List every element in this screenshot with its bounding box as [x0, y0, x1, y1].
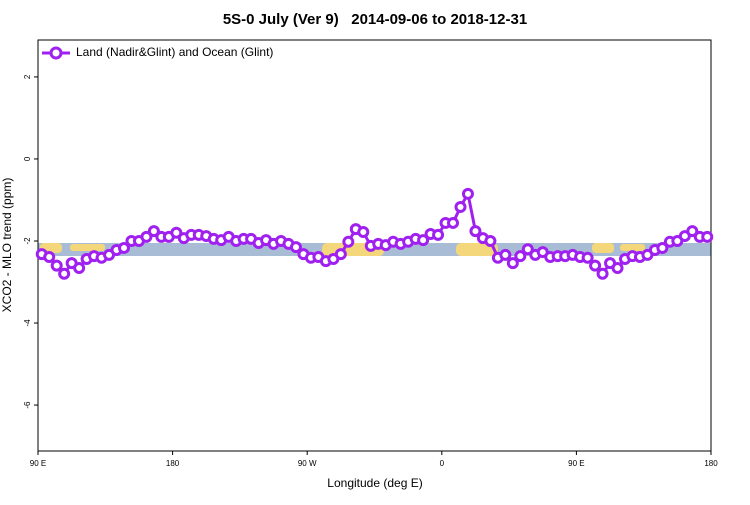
x-tick-label: 90 W [298, 459, 317, 468]
data-point [596, 267, 609, 280]
data-point [521, 243, 534, 256]
x-tick-label: 180 [704, 459, 718, 468]
data-point [589, 259, 602, 272]
data-point [686, 225, 699, 238]
legend-label: Land (Nadir&Glint) and Ocean (Glint) [76, 45, 273, 59]
y-axis-title: XCO2 - MLO trend (ppm) [0, 178, 14, 313]
data-point [447, 216, 460, 229]
chart-title: 5S-0 July (Ver 9) 2014-09-06 to 2018-12-… [223, 11, 527, 28]
y-tick-label: -4 [23, 319, 32, 327]
y-tick-label: -2 [23, 237, 32, 245]
data-point [484, 234, 497, 247]
data-point [656, 241, 669, 254]
data-point [50, 259, 63, 272]
y-tick-label: 2 [23, 74, 32, 79]
y-tick-label: -6 [23, 401, 32, 409]
data-point [514, 250, 527, 263]
data-point [117, 241, 130, 254]
data-point [170, 226, 183, 239]
legend: Land (Nadir&Glint) and Ocean (Glint) [42, 45, 273, 60]
x-tick-label: 90 E [30, 459, 46, 468]
data-point [499, 248, 512, 261]
data-point [73, 262, 86, 275]
data-point [43, 250, 56, 263]
data-point [289, 241, 302, 254]
data-point [611, 262, 624, 275]
data-point [342, 235, 355, 248]
data-point [461, 187, 474, 200]
data-point [506, 257, 519, 270]
x-tick-label: 180 [166, 459, 180, 468]
data-point [432, 228, 445, 241]
data-point [357, 225, 370, 238]
x-axis-title: Longitude (deg E) [327, 476, 422, 490]
data-point [417, 234, 430, 247]
data-point [581, 251, 594, 264]
legend-marker [49, 46, 63, 60]
data-point [469, 225, 482, 238]
data-point [140, 230, 153, 243]
data-point [454, 200, 467, 213]
x-tick-label: 0 [440, 459, 445, 468]
data-point [701, 230, 714, 243]
y-tick-label: 0 [23, 156, 32, 161]
data-point [58, 267, 71, 280]
data-point [334, 248, 347, 261]
data-point [147, 225, 160, 238]
plot-frame [37, 39, 712, 452]
x-tick-label: 90 E [568, 459, 584, 468]
